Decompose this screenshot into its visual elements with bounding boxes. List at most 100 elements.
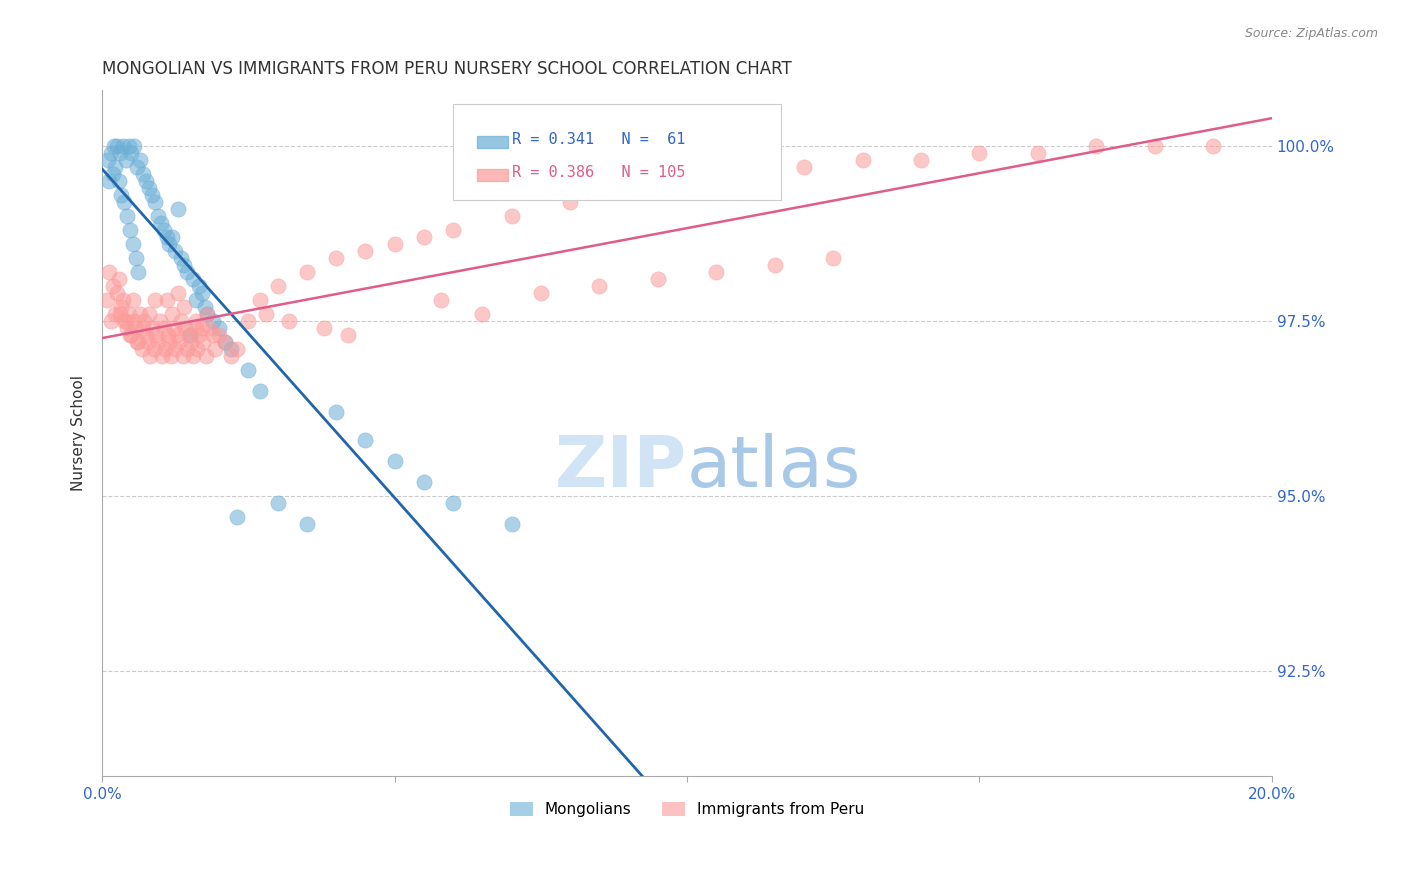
Point (108, 307, 131, 321)
Point (162, 230, 184, 244)
Point (159, 237, 181, 252)
Y-axis label: Nursery School: Nursery School (72, 376, 86, 491)
Point (1143, 139, 1166, 153)
Point (139, 349, 162, 363)
Point (121, 237, 143, 252)
Point (354, 434, 377, 448)
Point (181, 349, 204, 363)
Point (98, 265, 121, 279)
Point (249, 293, 271, 308)
Point (430, 293, 453, 308)
Point (676, 174, 699, 188)
Point (104, 161, 127, 175)
Point (120, 328, 142, 343)
Point (127, 335, 149, 350)
Point (101, 279, 124, 293)
Point (111, 139, 134, 153)
Point (202, 328, 225, 343)
Point (238, 363, 260, 377)
Point (127, 161, 149, 175)
Point (200, 321, 222, 335)
Point (412, 230, 434, 244)
Text: atlas: atlas (688, 433, 862, 502)
Point (325, 252, 347, 266)
Point (129, 153, 152, 168)
Point (174, 321, 197, 335)
Point (254, 307, 277, 321)
Point (204, 343, 226, 357)
Point (173, 258, 195, 272)
Point (142, 343, 165, 357)
Point (225, 343, 247, 357)
Point (184, 314, 207, 328)
Point (114, 195, 136, 210)
Point (179, 328, 201, 343)
Point (219, 349, 242, 363)
Point (125, 321, 148, 335)
Point (156, 328, 179, 343)
Point (104, 307, 127, 321)
Point (172, 349, 194, 363)
Point (530, 286, 553, 301)
Point (165, 244, 187, 259)
Text: R = 0.386   N = 105: R = 0.386 N = 105 (512, 165, 685, 180)
Point (114, 314, 136, 328)
Point (143, 293, 166, 308)
Point (195, 349, 218, 363)
Point (155, 293, 177, 308)
Point (734, 167, 756, 181)
Point (143, 195, 166, 210)
Point (173, 300, 195, 314)
Point (197, 307, 219, 321)
Point (136, 335, 159, 350)
Point (132, 167, 155, 181)
Point (124, 139, 146, 153)
Point (325, 405, 347, 419)
Point (149, 216, 172, 230)
Point (1085, 139, 1108, 153)
Point (120, 328, 142, 343)
Point (105, 286, 128, 301)
Point (295, 517, 318, 532)
Point (103, 139, 125, 153)
Legend: Mongolians, Immigrants from Peru: Mongolians, Immigrants from Peru (503, 797, 870, 823)
Point (167, 286, 190, 301)
Point (187, 328, 209, 343)
Point (823, 252, 845, 266)
Point (266, 279, 288, 293)
Point (165, 343, 187, 357)
Point (177, 328, 200, 343)
Point (125, 252, 148, 266)
Point (763, 258, 786, 272)
Point (160, 349, 183, 363)
Point (107, 272, 129, 286)
Point (170, 252, 193, 266)
Point (111, 293, 134, 308)
Point (384, 237, 406, 252)
Point (108, 146, 131, 161)
Point (138, 181, 160, 195)
Point (793, 161, 815, 175)
Point (97, 153, 120, 168)
Point (190, 321, 212, 335)
Point (114, 314, 136, 328)
Point (141, 321, 163, 335)
Point (176, 343, 198, 357)
Point (441, 496, 464, 510)
Point (127, 265, 149, 279)
Point (146, 335, 169, 350)
Point (162, 321, 184, 335)
Point (152, 321, 174, 335)
Point (181, 272, 204, 286)
Point (129, 307, 152, 321)
Point (107, 174, 129, 188)
Point (114, 153, 136, 168)
Point (117, 139, 139, 153)
Point (120, 223, 142, 237)
Point (110, 300, 132, 314)
Point (121, 293, 143, 308)
Point (150, 349, 173, 363)
Text: Source: ZipAtlas.com: Source: ZipAtlas.com (1244, 27, 1378, 40)
Point (124, 314, 146, 328)
Point (278, 314, 301, 328)
